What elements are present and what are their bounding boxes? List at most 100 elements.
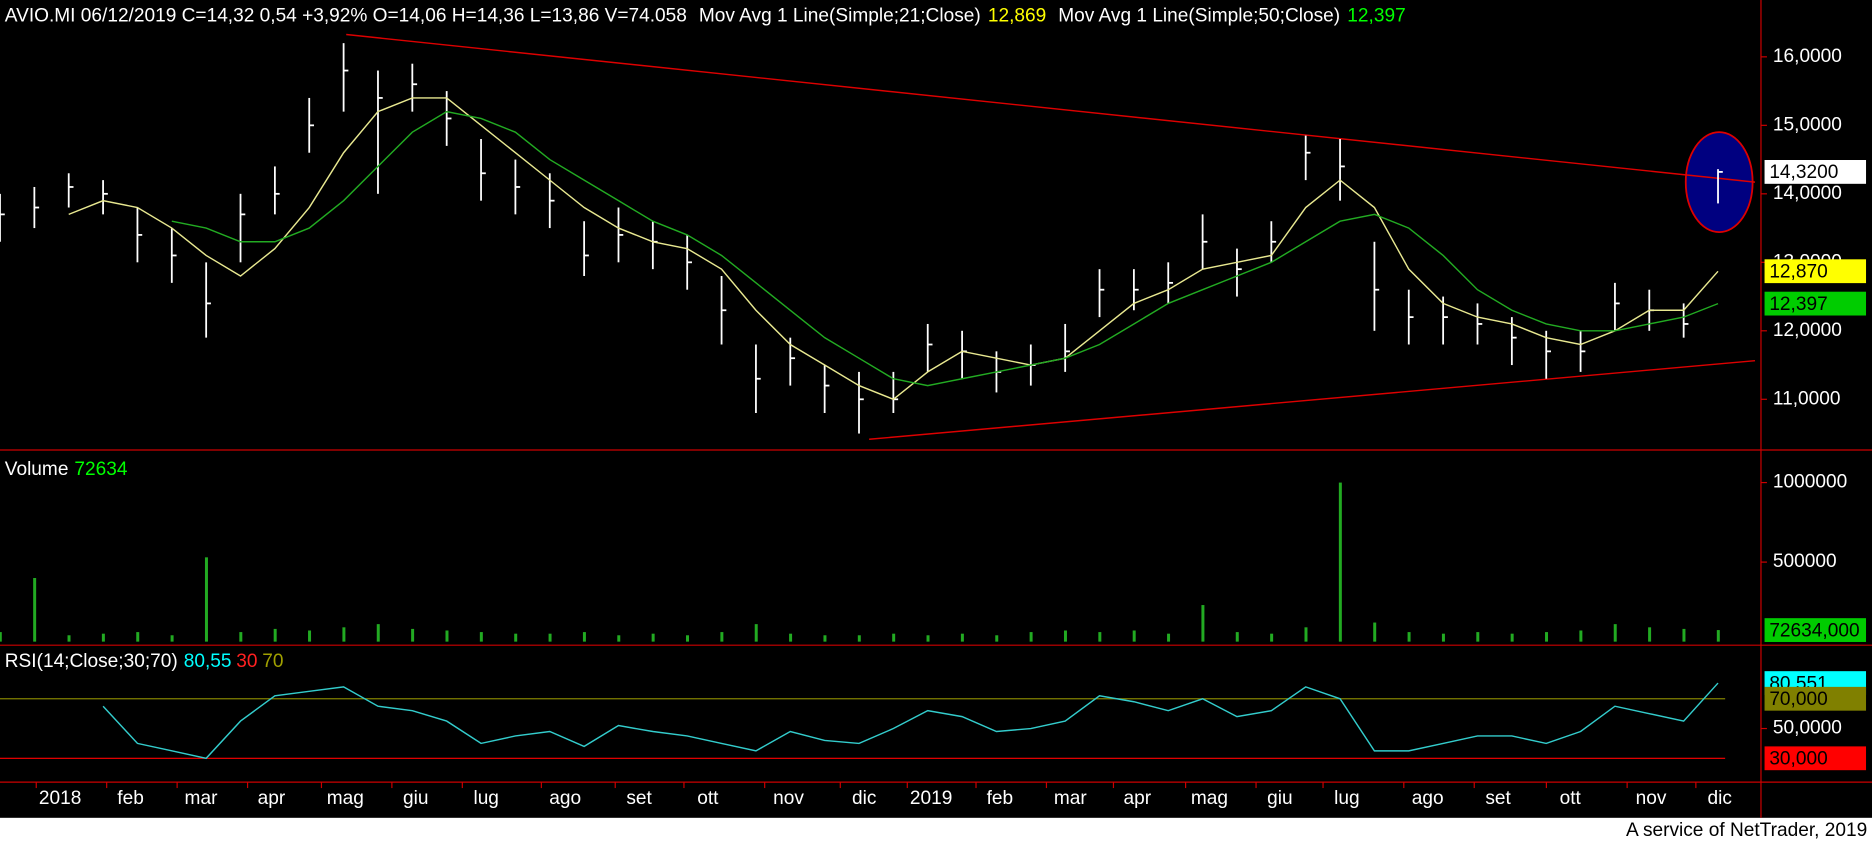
line-series (102, 682, 1719, 760)
volume-bar (823, 635, 827, 642)
volume-bar (411, 628, 415, 642)
level-marker-label: 70,000 (1769, 689, 1827, 710)
panel-header: AVIO.MI 06/12/2019 C=14,32 0,54 +3,92% O… (5, 6, 1406, 27)
y-tick-label: 14,0000 (1773, 183, 1842, 204)
volume-bar (1338, 482, 1342, 642)
value-marker-label: 12,870 (1769, 261, 1827, 282)
volume-bar (548, 633, 552, 642)
x-tick-label: dic (852, 788, 877, 809)
volume-bar (33, 578, 37, 642)
header-part: Mov Avg 1 Line(Simple;21;Close) (699, 6, 981, 27)
volume-bar (857, 635, 861, 642)
header-part: AVIO.MI 06/12/2019 C=14,32 0,54 +3,92% O… (5, 6, 687, 27)
volume-bar (445, 630, 449, 642)
x-tick-label: lug (473, 788, 498, 809)
x-tick-label: apr (1124, 788, 1152, 809)
x-tick-label: giu (403, 788, 428, 809)
volume-bar (1545, 632, 1549, 642)
volume-bar (720, 632, 724, 642)
x-tick-label: ago (549, 788, 581, 809)
volume-bar (1407, 632, 1411, 642)
volume-bar (960, 633, 964, 642)
volume-bar (67, 635, 71, 642)
x-tick-label: 2019 (910, 788, 952, 809)
level-marker (1764, 746, 1867, 771)
y-tick-label: 1000000 (1773, 472, 1847, 493)
y-tick-label: 50,0000 (1773, 718, 1842, 739)
y-tick-label: 500000 (1773, 551, 1837, 572)
volume-bar (1304, 627, 1308, 642)
value-marker-label: 12,397 (1769, 294, 1827, 315)
footer: A service of NetTrader, 2019 (1626, 820, 1867, 841)
value-marker (1764, 291, 1867, 316)
volume-bar (926, 635, 930, 642)
header-part: 80,55 (184, 651, 232, 672)
volume-bar (273, 628, 277, 642)
trend-line (869, 359, 1756, 440)
value-marker-label: 14,3200 (1769, 162, 1838, 183)
volume-bar (754, 624, 758, 642)
volume-bar (789, 633, 793, 642)
volume-bar (1373, 622, 1377, 642)
value-marker (1764, 160, 1867, 184)
header-part: RSI(14;Close;30;70) (5, 651, 178, 672)
volume-bar (582, 632, 586, 642)
x-tick-label: nov (1636, 788, 1667, 809)
volume-bar (514, 633, 518, 642)
panel-header: Volume 72634 (5, 459, 128, 480)
x-tick-label: nov (773, 788, 804, 809)
volume-bar (204, 557, 208, 642)
volume-bar (1029, 632, 1033, 642)
y-tick-label: 11,0000 (1773, 388, 1841, 409)
volume-bar (1716, 630, 1720, 642)
x-tick-label: ago (1412, 788, 1444, 809)
highlight-ellipse (1684, 131, 1754, 234)
level-marker-label: 30,000 (1769, 749, 1827, 770)
x-tick-label: feb (987, 788, 1014, 809)
x-tick-label: mag (1191, 788, 1228, 809)
volume-bar (995, 635, 999, 642)
y-tick-label: 16,0000 (1773, 46, 1842, 67)
volume-bar (1510, 633, 1514, 642)
volume-bar (1682, 628, 1686, 642)
volume-bar (1613, 624, 1617, 642)
header-part: 30 (236, 651, 257, 672)
volume-bar (101, 633, 105, 642)
x-tick-label: mar (1054, 788, 1088, 809)
header-part: Mov Avg 1 Line(Simple;50;Close) (1058, 6, 1340, 27)
header-part: 70 (262, 651, 283, 672)
y-tick-label: 12,0000 (1773, 320, 1842, 341)
x-tick-label: set (1485, 788, 1511, 809)
volume-bar (136, 632, 140, 642)
volume-bar (342, 627, 346, 642)
x-tick-label: mar (185, 788, 219, 809)
line-series (68, 97, 1719, 401)
value-marker (1764, 618, 1867, 642)
x-tick-label: ott (1560, 788, 1582, 809)
volume-bar (892, 633, 896, 642)
x-tick-label: set (626, 788, 652, 809)
level-marker (1764, 686, 1867, 711)
volume-bar (1098, 632, 1102, 642)
x-tick-label: apr (258, 788, 286, 809)
volume-bar (651, 633, 655, 642)
value-marker (1764, 259, 1867, 284)
volume-bar (1476, 632, 1480, 642)
volume-bar (1201, 605, 1205, 642)
volume-bar (1270, 633, 1274, 642)
header-part: 72634 (74, 459, 127, 480)
volume-bar (1441, 633, 1445, 642)
panel-header: RSI(14;Close;30;70) 80,55 30 70 (5, 651, 284, 672)
trend-line (346, 33, 1756, 183)
volume-bar (239, 632, 243, 642)
volume-bar (376, 624, 380, 642)
line-series (171, 110, 1719, 387)
volume-bar (1235, 632, 1239, 642)
volume-bar (308, 630, 312, 642)
volume-bar (479, 632, 483, 642)
value-marker-label: 72634,000 (1769, 620, 1859, 641)
x-tick-label: 2018 (39, 788, 81, 809)
